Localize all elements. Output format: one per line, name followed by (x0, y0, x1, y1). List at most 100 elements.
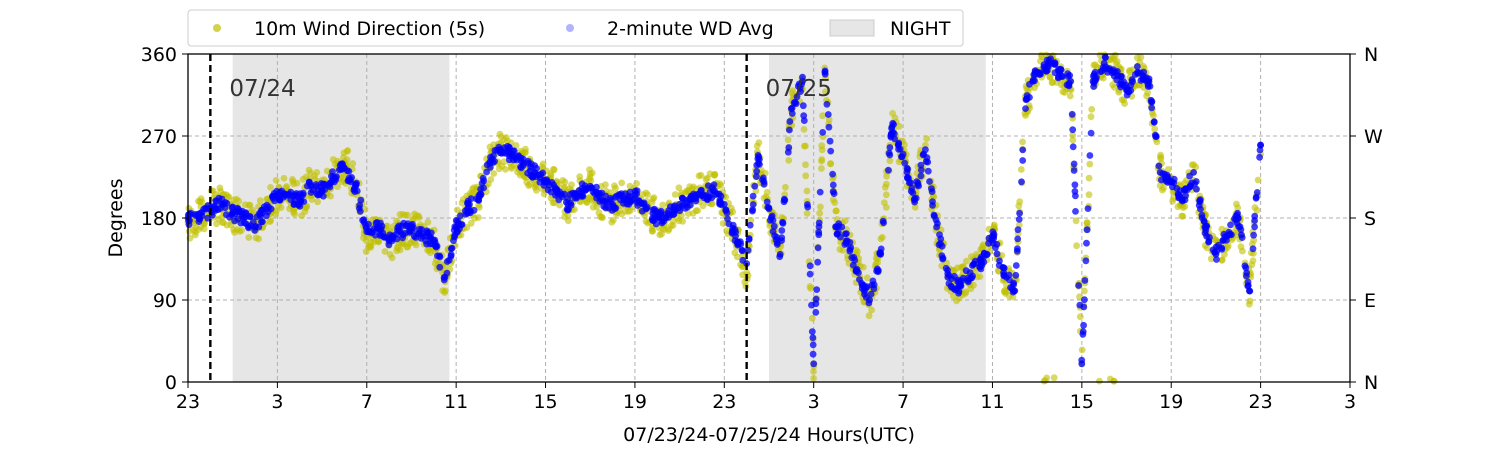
data-point (1168, 178, 1176, 186)
data-point (252, 222, 259, 230)
data-point (626, 188, 634, 196)
data-point (531, 162, 539, 170)
data-point (1243, 272, 1250, 280)
data-point (321, 186, 329, 194)
data-point (1224, 242, 1232, 249)
data-point (1213, 256, 1220, 263)
data-point (1067, 77, 1075, 85)
data-point (1251, 223, 1258, 231)
data-point (1190, 169, 1197, 176)
data-point (1075, 282, 1082, 289)
data-point (1157, 176, 1165, 184)
data-point (319, 180, 327, 188)
data-point (886, 144, 894, 151)
data-point (803, 187, 811, 195)
data-point (929, 198, 936, 206)
data-point (788, 104, 796, 112)
data-point (1164, 166, 1172, 173)
data-point (891, 135, 898, 143)
y-tick-label-right: N (1364, 372, 1378, 394)
data-point (793, 93, 801, 101)
data-point (1083, 239, 1090, 247)
data-point (819, 129, 827, 136)
data-point (1205, 238, 1213, 245)
data-point (375, 238, 383, 246)
data-point (786, 126, 793, 134)
data-point (785, 157, 793, 164)
data-point (533, 187, 540, 194)
data-point (539, 160, 547, 168)
data-point (843, 230, 850, 238)
data-point (378, 222, 386, 230)
data-point (807, 285, 814, 292)
data-point (1080, 303, 1088, 311)
data-point (788, 110, 796, 117)
data-point (678, 189, 686, 197)
data-point (246, 213, 254, 221)
data-point (522, 145, 529, 153)
data-point (778, 237, 785, 245)
data-point (1084, 205, 1092, 213)
data-point (453, 206, 461, 214)
data-point (1083, 226, 1091, 234)
data-point (866, 296, 873, 304)
data-point (1257, 141, 1264, 149)
data-point (779, 218, 786, 226)
data-point (723, 209, 731, 217)
data-point (564, 217, 572, 225)
data-point (846, 239, 854, 246)
data-point (393, 244, 401, 252)
data-point (656, 231, 664, 239)
data-point (497, 133, 505, 141)
data-point (1179, 212, 1187, 220)
data-point (1019, 138, 1026, 146)
data-point (1120, 96, 1127, 104)
data-point (303, 203, 310, 211)
data-point (1198, 211, 1206, 219)
data-point (1238, 231, 1245, 239)
data-point (1087, 113, 1095, 121)
data-point (1109, 81, 1117, 89)
data-point (1140, 63, 1147, 70)
data-point (1029, 78, 1036, 85)
data-point (267, 184, 274, 191)
data-point (877, 251, 885, 258)
data-point (732, 228, 739, 236)
data-point (470, 206, 478, 214)
data-point (633, 180, 640, 187)
data-point (1088, 106, 1096, 113)
data-point (400, 219, 408, 227)
data-point (852, 246, 860, 254)
data-point (1196, 198, 1204, 206)
data-point (863, 274, 871, 282)
data-point (799, 102, 807, 110)
data-point (836, 245, 844, 253)
data-point (649, 195, 657, 203)
data-point (602, 181, 609, 189)
data-point (329, 156, 337, 163)
x-tick-label: 19 (1159, 391, 1183, 413)
data-point (1155, 162, 1163, 170)
data-point (1068, 110, 1076, 118)
data-point (1071, 181, 1079, 189)
data-point (679, 217, 686, 225)
data-point (956, 279, 964, 286)
data-point (1148, 104, 1156, 112)
data-point (684, 210, 692, 218)
data-point (1066, 92, 1074, 100)
data-point (802, 161, 809, 169)
data-point (223, 221, 231, 229)
data-point (669, 222, 677, 229)
data-point (814, 258, 822, 266)
data-point (870, 281, 878, 289)
data-point (415, 214, 423, 222)
x-tick-label: 7 (897, 391, 909, 413)
data-point (1076, 293, 1083, 301)
data-point (1086, 152, 1094, 159)
data-point (399, 231, 407, 239)
data-point (699, 202, 707, 210)
data-point (1173, 185, 1181, 192)
data-point (889, 119, 897, 127)
data-point (467, 219, 475, 227)
data-point (782, 183, 789, 191)
